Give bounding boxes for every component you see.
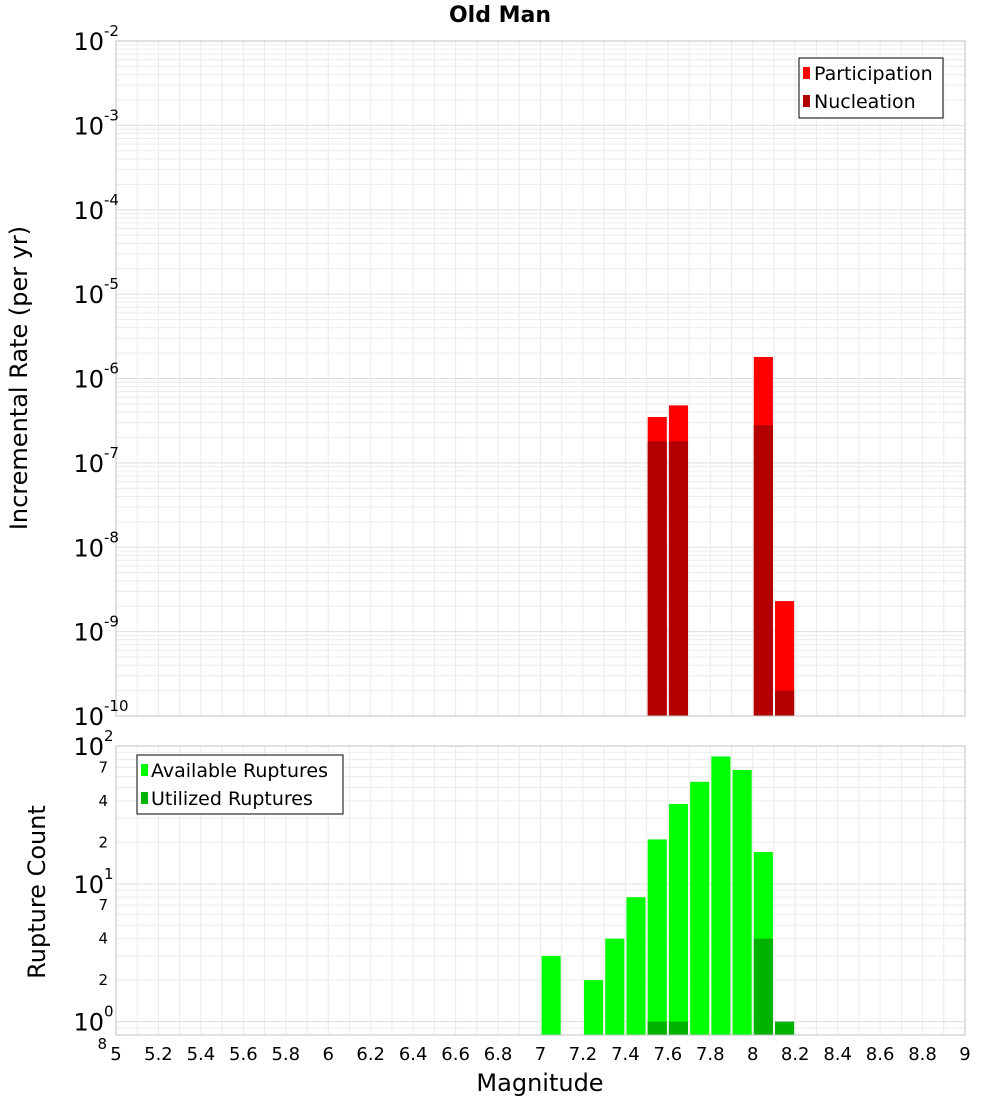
utilized-ruptures-bar [647, 1021, 667, 1035]
count-y-tick-label: 2 [98, 833, 108, 851]
count-y-tick-label: 2 [98, 971, 108, 989]
available-ruptures-bar [711, 756, 731, 1035]
rate-y-tick-label: 10 [73, 197, 104, 225]
rate-y-axis-label: Incremental Rate (per yr) [5, 226, 33, 530]
magnitude-x-tick-label: 5.2 [144, 1044, 173, 1065]
magnitude-x-tick-label: 8.4 [823, 1044, 852, 1065]
rate-y-tick-exponent: -7 [104, 444, 119, 462]
magnitude-x-tick-label: 6.6 [441, 1044, 470, 1065]
nucleation-legend-swatch [803, 95, 810, 107]
count-legend: Available Ruptures Utilized Ruptures [136, 754, 344, 815]
participation-nucleation-bars [647, 356, 795, 716]
count-y-tick-label: 10 [73, 871, 104, 899]
nucleation-bar [647, 441, 667, 716]
count-y-tick-label: 7 [98, 896, 108, 914]
count-y-tick-label: 10 [73, 1009, 104, 1037]
rate-y-tick-exponent: -10 [104, 697, 129, 715]
magnitude-x-tick-label: 8.2 [781, 1044, 810, 1065]
utilized-ruptures-legend-swatch [141, 792, 148, 804]
participation-nucleation-grid [115, 40, 966, 717]
chart-title: Old Man [449, 3, 551, 28]
utilized-ruptures-bar [775, 1021, 795, 1035]
available-ruptures-legend-label: Available Ruptures [151, 760, 328, 782]
count-y-tick-exponent: 0 [104, 1003, 114, 1021]
magnitude-x-tick-label: 5.4 [187, 1044, 216, 1065]
participation-bar [775, 601, 795, 716]
nucleation-bar [775, 690, 795, 716]
rate-legend: Participation Nucleation [798, 57, 944, 119]
magnitude-x-tick-label: 5.8 [271, 1044, 300, 1065]
available-ruptures-bar [605, 938, 625, 1035]
rate-y-ticks: 10-210-310-410-510-610-710-810-910-10 [73, 22, 128, 731]
participation-nucleation-plot-frame [115, 40, 966, 717]
available-ruptures-legend-swatch [141, 764, 148, 776]
rate-y-tick-exponent: -5 [104, 275, 119, 293]
count-legend-box [136, 754, 344, 815]
nucleation-bar [668, 441, 689, 716]
count-y-tick-exponent: 1 [104, 865, 114, 883]
magnitude-x-tick-label: 8.6 [866, 1044, 895, 1065]
rate-y-tick-label: 10 [73, 366, 104, 394]
rate-y-tick-exponent: -8 [104, 528, 119, 546]
rate-y-tick-label: 10 [73, 112, 104, 140]
rate-y-tick-label: 10 [73, 619, 104, 647]
available-ruptures-bar [584, 980, 604, 1035]
available-ruptures-bar [690, 781, 710, 1035]
rate-y-tick-exponent: -4 [104, 191, 119, 209]
rate-y-tick-label: 10 [73, 534, 104, 562]
magnitude-x-tick-label: 8 [747, 1044, 758, 1065]
utilized-ruptures-bar [668, 1021, 689, 1035]
rate-y-tick-exponent: -9 [104, 613, 119, 631]
nucleation-legend-label: Nucleation [814, 91, 916, 113]
rate-y-tick-label: 10 [73, 450, 104, 478]
magnitude-x-tick-label: 6.8 [484, 1044, 513, 1065]
available-ruptures-bar [732, 769, 752, 1035]
rate-y-tick-label: 10 [73, 281, 104, 309]
count-y-axis-label: Rupture Count [23, 805, 51, 979]
participation-legend-label: Participation [814, 63, 933, 85]
rate-y-tick-exponent: -6 [104, 360, 119, 378]
rate-y-tick-exponent: -3 [104, 106, 119, 124]
nucleation-bar [753, 425, 773, 716]
available-ruptures-bar [647, 839, 667, 1035]
count-y-tick-label: 4 [98, 792, 108, 810]
magnitude-x-tick-label: 6.2 [356, 1044, 385, 1065]
count-y-tick-label: 8 [97, 1035, 107, 1053]
rupture-count-bars [541, 756, 795, 1035]
magnitude-x-axis-label: Magnitude [476, 1069, 603, 1097]
available-ruptures-bar [541, 955, 561, 1035]
utilized-ruptures-legend-label: Utilized Ruptures [151, 788, 313, 810]
count-y-tick-exponent: 2 [104, 727, 114, 745]
magnitude-x-tick-label: 7 [535, 1044, 546, 1065]
magnitude-x-ticks: 5 5.2 5.4 5.6 5.8 6 6.2 6.4 6.6 6.8 7 7.2 7.4 7.6 7.8 8… [110, 1044, 970, 1065]
participation-legend-swatch [803, 67, 810, 79]
magnitude-x-tick-label: 5.6 [229, 1044, 258, 1065]
utilized-ruptures-bar [753, 938, 773, 1035]
magnitude-x-tick-label: 7.8 [696, 1044, 725, 1065]
magnitude-x-tick-label: 7.2 [569, 1044, 598, 1065]
rate-y-tick-label: 10 [73, 703, 104, 731]
magnitude-x-tick-label: 7.6 [654, 1044, 683, 1065]
magnitude-x-tick-label: 7.4 [611, 1044, 640, 1065]
available-ruptures-bar [668, 803, 689, 1035]
rate-legend-box [798, 57, 944, 119]
rupture-count-plot-frame [115, 745, 966, 1036]
count-y-tick-label: 4 [98, 930, 108, 948]
available-ruptures-bar [626, 897, 646, 1035]
magnitude-x-tick-label: 6.4 [399, 1044, 428, 1065]
magnitude-x-tick-label: 6 [323, 1044, 334, 1065]
magnitude-x-tick-label: 8.8 [908, 1044, 937, 1065]
rate-y-tick-label: 10 [73, 28, 104, 56]
magnitude-x-tick-label: 5 [110, 1044, 121, 1065]
rate-y-tick-exponent: -2 [104, 22, 119, 40]
count-y-tick-label: 7 [98, 758, 108, 776]
magnitude-x-tick-label: 9 [959, 1044, 970, 1065]
count-y-tick-label: 10 [73, 733, 104, 761]
